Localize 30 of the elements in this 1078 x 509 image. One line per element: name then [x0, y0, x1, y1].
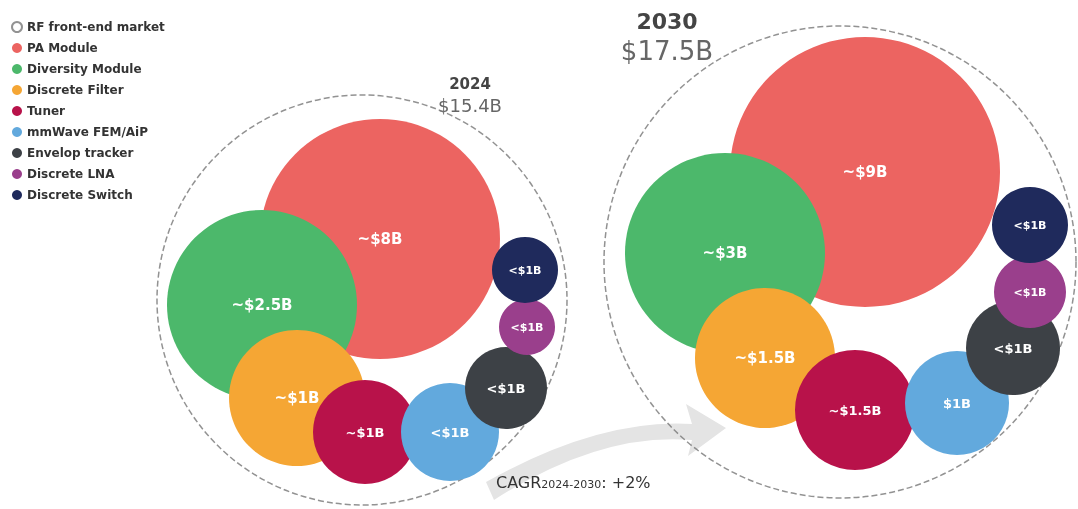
text: $17.5B [620, 36, 714, 66]
data-label: <$1B [993, 340, 1033, 356]
legend-label: Discrete Filter [27, 83, 124, 97]
text: $15.4B [438, 94, 502, 116]
data-label: <$1B [430, 424, 470, 440]
legend-label: Diversity Module [27, 62, 142, 76]
legend-label: Discrete LNA [27, 167, 116, 181]
data-label: $1B [943, 395, 971, 411]
legend-title: RF front-end market [27, 20, 166, 34]
data-label: <$1B [1013, 285, 1047, 299]
data-label: ~$1.5B [734, 349, 796, 367]
data-label: <$1B [510, 320, 544, 334]
data-label: ~$1B [274, 389, 320, 407]
legend-label: Discrete Switch [27, 188, 133, 202]
text: CAGR2024-2030: +2% [496, 472, 651, 492]
data-label: <$1B [486, 380, 526, 396]
legend-label: Tuner [27, 104, 66, 118]
data-label: ~$3B [702, 244, 748, 262]
data-label: <$1B [1013, 218, 1047, 232]
data-label: <$1B [508, 263, 542, 277]
legend-label: Envelop tracker [27, 146, 134, 160]
category-label: 2030 [636, 8, 698, 34]
legend-label: mmWave FEM/AiP [27, 125, 149, 139]
data-label: ~$2.5B [231, 296, 293, 314]
data-label: ~$9B [842, 163, 888, 181]
data-label: ~$8B [357, 230, 403, 248]
category-label: 2024 [449, 74, 491, 93]
data-label: ~$1.5B [828, 402, 882, 418]
data-label: ~$1B [345, 424, 385, 440]
legend-label: PA Module [27, 41, 98, 55]
